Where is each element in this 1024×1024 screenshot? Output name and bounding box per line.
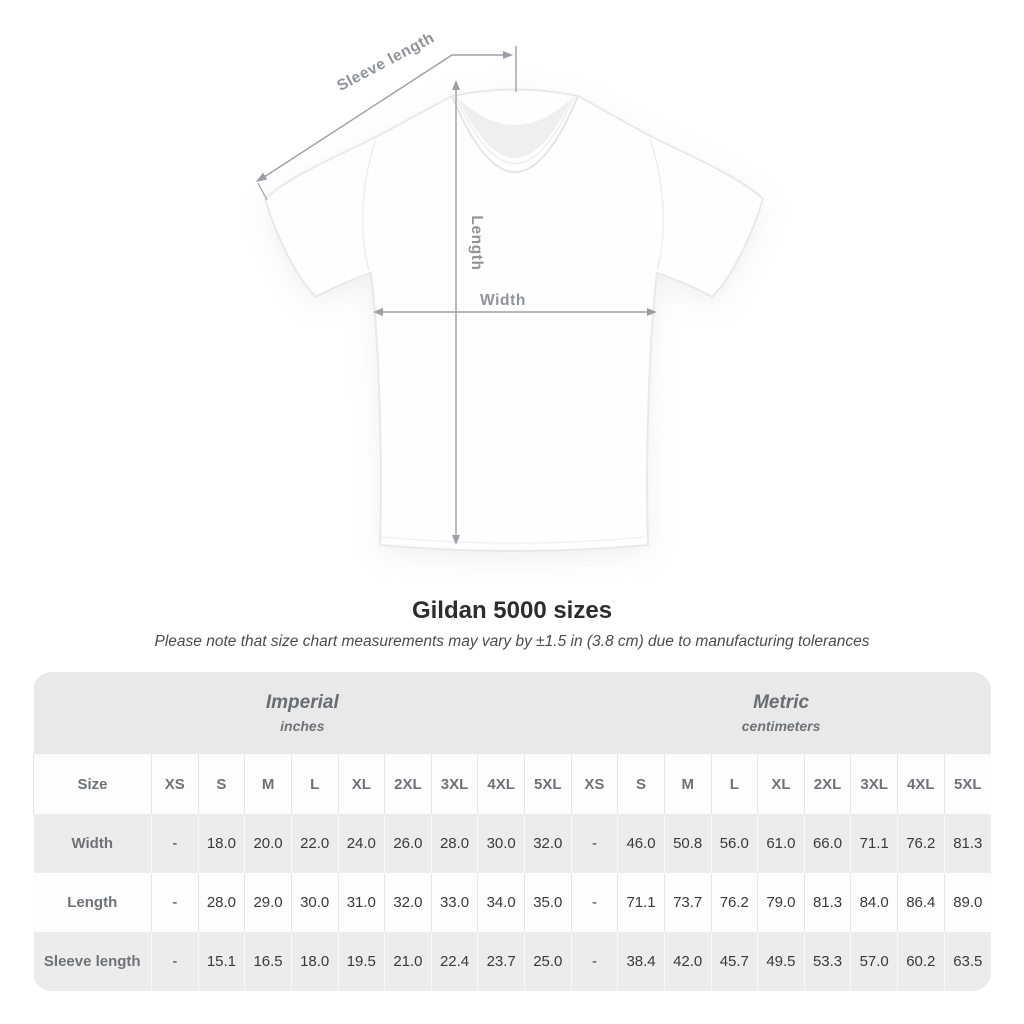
imperial-value: 19.5	[337, 932, 385, 991]
metric-value: 79.0	[757, 873, 805, 932]
size-header-row: Size XS S M L XL 2XL 3XL 4XL 5XL XS S M L XL 2XL 3XL 4XL 5…	[33, 754, 991, 814]
metric-value: 38.4	[617, 932, 665, 991]
unit-group-sublabel: inches	[280, 717, 325, 734]
width-label: Width	[480, 292, 526, 309]
metric-value: 71.1	[617, 873, 665, 932]
tolerance-note: Please note that size chart measurements…	[154, 633, 870, 650]
imperial-value: 28.0	[197, 873, 245, 932]
imperial-value: 18.0	[197, 814, 245, 873]
imperial-value: -	[151, 932, 199, 991]
metric-value: 42.0	[663, 932, 711, 991]
size-header-metric-l: L	[710, 754, 758, 814]
metric-value: 61.0	[757, 814, 805, 873]
imperial-value: 29.0	[244, 873, 292, 932]
size-header-imperial-4xl: 4XL	[477, 754, 525, 814]
metric-value: 60.2	[897, 932, 945, 991]
imperial-value: 33.0	[430, 873, 478, 932]
imperial-value: 21.0	[384, 932, 432, 991]
imperial-value: 22.4	[430, 932, 478, 991]
imperial-value: 23.7	[477, 932, 525, 991]
metric-value: -	[570, 814, 618, 873]
metric-value: 53.3	[803, 932, 851, 991]
size-column-header: Size	[33, 754, 152, 814]
imperial-value: 31.0	[337, 873, 385, 932]
metric-value: 57.0	[850, 932, 898, 991]
size-header-metric-5xl: 5XL	[943, 754, 991, 814]
imperial-value: 20.0	[244, 814, 292, 873]
size-header-imperial-xl: XL	[337, 754, 385, 814]
sleeve-length-label: Sleeve length	[334, 29, 437, 95]
tshirt-figure: Sleeve length Length Width	[256, 29, 764, 552]
metric-value: 76.2	[710, 873, 758, 932]
metric-value: 45.7	[710, 932, 758, 991]
table-row: Length -28.0 29.0 30.0 31.0 32.0 33.0 34.0 35.0-…	[33, 873, 991, 932]
size-header-imperial-5xl: 5XL	[524, 754, 572, 814]
imperial-value: -	[151, 814, 199, 873]
unit-group-label: Imperial	[265, 692, 339, 714]
size-header-metric-xs: XS	[570, 754, 618, 814]
measurement-label: Width	[33, 814, 152, 873]
size-table-grid: Imperial inches Metric centimeters Size XS S M L…	[33, 672, 991, 991]
table-row: Width -18.0 20.0 22.0 24.0 26.0 28.0 30.0 32.0-4…	[33, 814, 991, 873]
metric-value: 71.1	[850, 814, 898, 873]
size-header-metric-xl: XL	[757, 754, 805, 814]
measurement-label: Length	[33, 873, 152, 932]
size-table: Imperial inches Metric centimeters Size XS S M L…	[33, 672, 991, 991]
metric-value: -	[570, 873, 618, 932]
imperial-value: 15.1	[197, 932, 245, 991]
imperial-value: 26.0	[384, 814, 432, 873]
measurement-label: Sleeve length	[33, 932, 152, 991]
table-row: Sleeve length -15.1 16.5 18.0 19.5 21.0 22.4 23…	[33, 932, 991, 991]
metric-value: 49.5	[757, 932, 805, 991]
metric-value: 63.5	[943, 932, 991, 991]
imperial-value: 32.0	[384, 873, 432, 932]
imperial-value: 24.0	[337, 814, 385, 873]
unit-group-metric: Metric centimeters	[571, 672, 991, 754]
imperial-value: -	[151, 873, 199, 932]
width-arrow	[373, 308, 657, 316]
metric-value: -	[570, 932, 618, 991]
page-title: Gildan 5000 sizes	[411, 597, 613, 624]
size-header-metric-3xl: 3XL	[850, 754, 898, 814]
unit-group-imperial: Imperial inches	[33, 672, 572, 754]
size-header-imperial-xs: XS	[151, 754, 199, 814]
size-header-metric-4xl: 4XL	[897, 754, 945, 814]
size-header-imperial-3xl: 3XL	[430, 754, 478, 814]
metric-value: 56.0	[710, 814, 758, 873]
unit-group-sublabel: centimeters	[741, 717, 821, 734]
imperial-value: 18.0	[290, 932, 338, 991]
size-header-metric-m: M	[663, 754, 711, 814]
imperial-value: 16.5	[244, 932, 292, 991]
imperial-value: 25.0	[524, 932, 572, 991]
imperial-value: 32.0	[524, 814, 572, 873]
size-header-metric-s: S	[617, 754, 665, 814]
size-header-imperial-m: M	[244, 754, 292, 814]
imperial-value: 22.0	[290, 814, 338, 873]
size-header-metric-2xl: 2XL	[803, 754, 851, 814]
metric-value: 84.0	[850, 873, 898, 932]
imperial-value: 30.0	[477, 814, 525, 873]
metric-value: 81.3	[943, 814, 991, 873]
unit-group-label: Metric	[753, 692, 810, 714]
imperial-value: 34.0	[477, 873, 525, 932]
metric-value: 50.8	[663, 814, 711, 873]
metric-value: 66.0	[803, 814, 851, 873]
metric-value: 81.3	[803, 873, 851, 932]
tshirt-illustration	[264, 88, 764, 552]
size-header-imperial-s: S	[197, 754, 245, 814]
length-label: Length	[468, 215, 485, 270]
metric-value: 86.4	[897, 873, 945, 932]
size-header-imperial-l: L	[290, 754, 338, 814]
sleeve-length-arrow	[256, 46, 517, 201]
metric-value: 73.7	[663, 873, 711, 932]
unit-group-row: Imperial inches Metric centimeters	[33, 672, 991, 754]
metric-value: 76.2	[897, 814, 945, 873]
imperial-value: 35.0	[524, 873, 572, 932]
imperial-value: 30.0	[290, 873, 338, 932]
size-header-imperial-2xl: 2XL	[384, 754, 432, 814]
metric-value: 89.0	[943, 873, 991, 932]
imperial-value: 28.0	[430, 814, 478, 873]
metric-value: 46.0	[617, 814, 665, 873]
